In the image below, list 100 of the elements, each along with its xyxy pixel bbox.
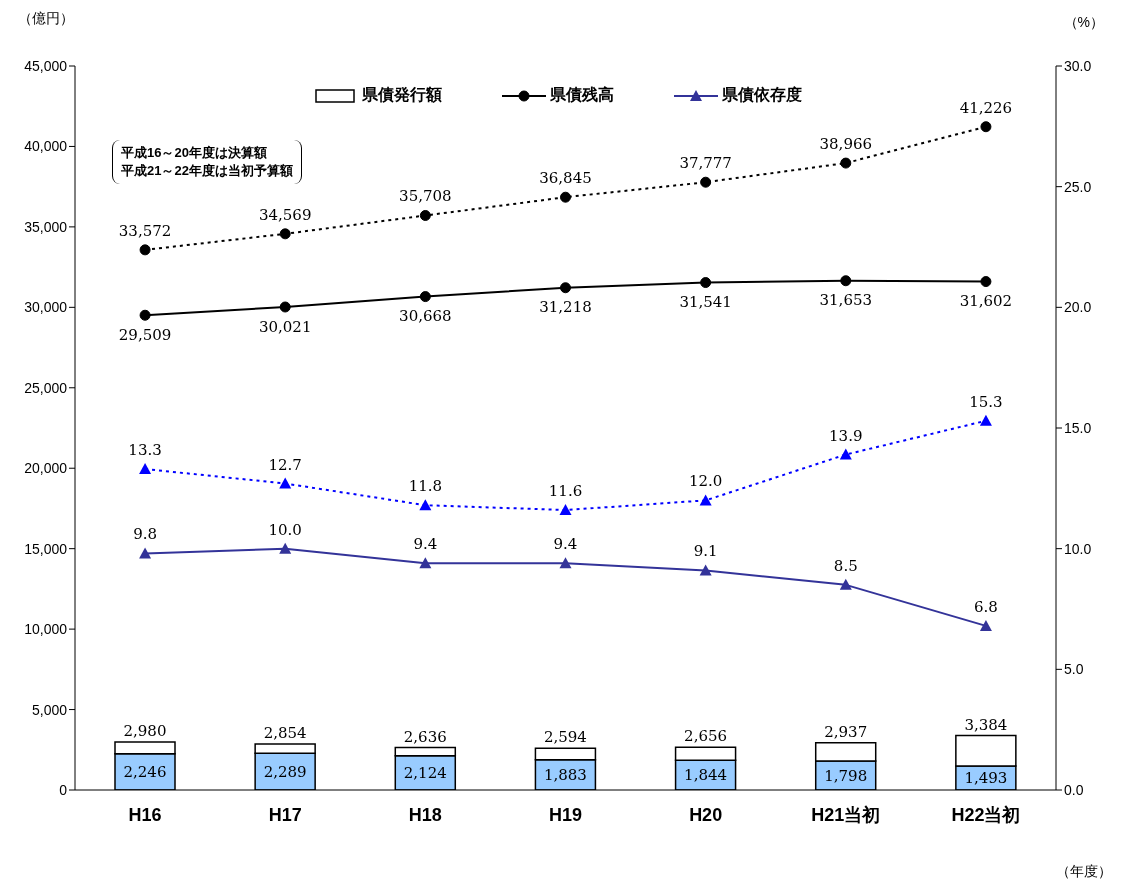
total-label: 2,980 [123, 722, 167, 741]
point [279, 301, 291, 313]
point [139, 463, 152, 475]
data-label: 1,844 [684, 766, 728, 785]
total-label: 2,636 [403, 727, 447, 746]
x-tick-label: H21当初 [811, 804, 881, 825]
point [839, 578, 852, 590]
point [139, 244, 151, 256]
point [560, 191, 571, 203]
point [559, 504, 572, 516]
y2-tick-label: 0.0 [1064, 781, 1084, 798]
data-label: 37,777 [679, 154, 732, 173]
y-tick-label: 5,000 [31, 701, 68, 718]
data-label: 1,798 [824, 766, 868, 785]
data-label: 33,572 [118, 221, 172, 240]
point [979, 414, 992, 426]
total-label: 3,384 [964, 715, 1008, 734]
y2-tick-label: 5.0 [1064, 661, 1084, 678]
data-label: 13.3 [128, 441, 162, 460]
point [559, 557, 572, 569]
legend-label: 県債発行額 [362, 85, 442, 105]
point [419, 499, 432, 511]
point [699, 564, 712, 576]
legend-label: 県債依存度 [722, 85, 802, 105]
data-label: 8.5 [833, 556, 858, 575]
data-label: 30,668 [399, 307, 452, 326]
y-tick-label: 40,000 [24, 138, 68, 155]
total-label: 2,656 [684, 727, 728, 746]
y-tick-label: 25,000 [24, 379, 68, 396]
y-tick-label: 0 [59, 781, 68, 798]
data-label: 31,653 [819, 291, 873, 310]
point [419, 557, 432, 569]
data-label: 2,289 [263, 762, 307, 781]
point [279, 477, 292, 489]
point [700, 277, 712, 289]
x-tick-label: H22当初 [951, 804, 1021, 825]
y-tick-label: 35,000 [24, 218, 68, 235]
total-label: 2,854 [263, 724, 307, 743]
y-axis-title: （億円） [18, 10, 74, 28]
data-label: 9.1 [693, 542, 718, 561]
point [840, 157, 852, 169]
annotation: 平成21～22年度は当初予算額 [121, 162, 293, 180]
x-tick-label: H18 [408, 804, 442, 825]
data-label: 12.0 [688, 472, 723, 491]
data-label: 11.8 [408, 477, 443, 496]
data-label: 1,883 [543, 766, 587, 785]
data-label: 31,541 [679, 293, 732, 312]
data-label: 15.3 [969, 392, 1003, 411]
point [419, 291, 431, 303]
x-tick-label: H19 [548, 804, 583, 825]
y2-tick-label: 10.0 [1064, 540, 1092, 557]
data-label: 10.0 [268, 520, 302, 539]
point [139, 309, 151, 321]
legend-label: 県債残高 [550, 85, 614, 105]
data-label: 9.4 [553, 535, 578, 554]
point [840, 275, 852, 287]
x-tick-label: H17 [268, 804, 302, 825]
x-tick-label: H20 [689, 804, 723, 825]
data-label: 12.7 [268, 455, 302, 474]
note-box: 平成16～20年度は決算額 平成21～22年度は当初予算額 [112, 140, 302, 184]
total-label: 2,937 [824, 722, 868, 741]
point [699, 494, 712, 506]
y-tick-label: 20,000 [24, 460, 68, 477]
y2-tick-label: 20.0 [1064, 299, 1092, 316]
x-tick-label: H16 [128, 804, 162, 825]
y-tick-label: 15,000 [24, 540, 68, 557]
point [560, 282, 571, 294]
data-label: 41,226 [959, 98, 1013, 117]
data-label: 9.4 [413, 535, 438, 554]
y-tick-label: 45,000 [24, 57, 68, 74]
data-label: 36,845 [539, 169, 592, 188]
data-label: 31,218 [539, 298, 592, 317]
data-label: 11.6 [548, 482, 583, 501]
y-tick-label: 10,000 [24, 621, 68, 638]
y2-tick-label: 30.0 [1064, 57, 1092, 74]
data-label: 2,124 [403, 764, 447, 783]
data-label: 2,246 [123, 763, 167, 782]
data-label: 9.8 [133, 525, 157, 544]
point [279, 542, 292, 554]
data-label: 6.8 [974, 597, 998, 616]
data-label: 1,493 [964, 769, 1008, 788]
data-label: 34,569 [258, 205, 312, 224]
point [700, 176, 712, 188]
point [979, 619, 992, 631]
point [980, 276, 992, 288]
y2-tick-label: 15.0 [1064, 419, 1092, 436]
point [419, 210, 431, 221]
total-label: 2,594 [543, 728, 587, 747]
data-label: 30,021 [258, 317, 312, 336]
point [839, 448, 852, 460]
point [139, 547, 152, 559]
point [980, 121, 992, 133]
data-label: 35,708 [399, 187, 452, 206]
annotation: 平成16～20年度は決算額 [121, 144, 268, 162]
data-label: 31,602 [959, 292, 1013, 311]
data-label: 38,966 [819, 135, 873, 154]
point [279, 228, 291, 240]
data-label: 13.9 [829, 426, 863, 445]
y-tick-label: 30,000 [24, 299, 68, 316]
y2-axis-title: （%） [1063, 14, 1104, 32]
